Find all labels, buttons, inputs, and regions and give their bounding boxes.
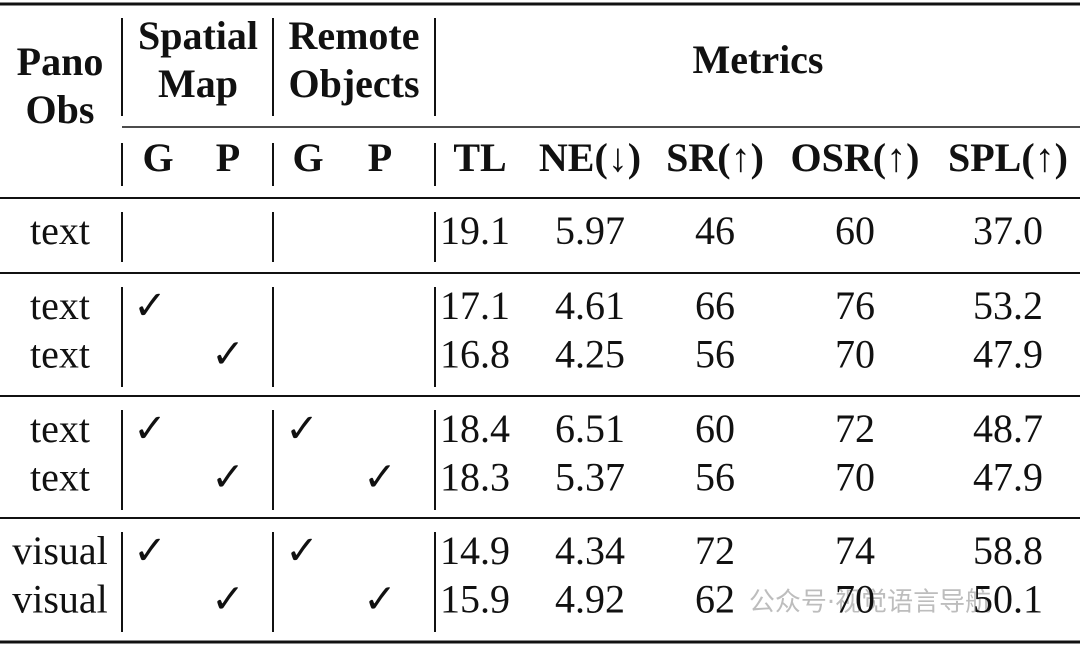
obs-cell: text bbox=[30, 332, 90, 377]
check-cell: ✓ bbox=[211, 332, 245, 377]
metric-cell: 46 bbox=[695, 208, 735, 253]
obs-cell: text bbox=[30, 208, 90, 253]
metric-cell: 37.0 bbox=[973, 208, 1043, 253]
metric-cell: 18.4 bbox=[440, 406, 510, 451]
subheader-cell: G bbox=[292, 135, 323, 180]
header-cell: Objects bbox=[288, 61, 419, 106]
watermark: 公众号·视觉语言导航 bbox=[749, 588, 991, 618]
obs-cell: text bbox=[30, 406, 90, 451]
metric-cell: 47.9 bbox=[973, 332, 1043, 377]
check-cell: ✓ bbox=[133, 283, 167, 328]
metric-cell: 48.7 bbox=[973, 406, 1043, 451]
check-cell: ✓ bbox=[285, 528, 319, 573]
metric-cell: 6.51 bbox=[555, 406, 625, 451]
header-cell: Metrics bbox=[692, 37, 823, 82]
check-cell: ✓ bbox=[285, 406, 319, 451]
metric-cell: 5.97 bbox=[555, 208, 625, 253]
check-cell: ✓ bbox=[211, 577, 245, 622]
subheader-cell: SR(↑) bbox=[666, 135, 764, 180]
metric-cell: 70 bbox=[835, 577, 875, 622]
metric-cell: 19.1 bbox=[440, 208, 510, 253]
obs-cell: text bbox=[30, 455, 90, 500]
metric-cell: 4.61 bbox=[555, 283, 625, 328]
metric-cell: 76 bbox=[835, 283, 875, 328]
metric-cell: 56 bbox=[695, 332, 735, 377]
metric-cell: 4.34 bbox=[555, 528, 625, 573]
metric-cell: 14.9 bbox=[440, 528, 510, 573]
metric-cell: 53.2 bbox=[973, 283, 1043, 328]
metric-cell: 16.8 bbox=[440, 332, 510, 377]
header-cell: Pano bbox=[17, 39, 104, 84]
metric-cell: 70 bbox=[835, 455, 875, 500]
metric-cell: 5.37 bbox=[555, 455, 625, 500]
obs-cell: text bbox=[30, 283, 90, 328]
metric-cell: 4.92 bbox=[555, 577, 625, 622]
obs-cell: visual bbox=[12, 577, 108, 622]
check-cell: ✓ bbox=[133, 406, 167, 451]
metric-cell: 18.3 bbox=[440, 455, 510, 500]
subheader-cell: P bbox=[216, 135, 240, 180]
metric-cell: 58.8 bbox=[973, 528, 1043, 573]
subheader-cell: TL bbox=[453, 135, 506, 180]
subheader-cell: OSR(↑) bbox=[791, 135, 920, 180]
metric-cell: 74 bbox=[835, 528, 875, 573]
metric-cell: 70 bbox=[835, 332, 875, 377]
subheader-cell: G bbox=[142, 135, 173, 180]
header-cell: Spatial bbox=[138, 13, 258, 58]
check-cell: ✓ bbox=[133, 528, 167, 573]
subheader-cell: SPL(↑) bbox=[948, 135, 1068, 180]
metric-cell: 56 bbox=[695, 455, 735, 500]
metric-cell: 47.9 bbox=[973, 455, 1043, 500]
metric-cell: 50.1 bbox=[973, 577, 1043, 622]
metric-cell: 4.25 bbox=[555, 332, 625, 377]
subheader-cell: NE(↓) bbox=[539, 135, 641, 180]
metric-cell: 15.9 bbox=[440, 577, 510, 622]
metric-cell: 66 bbox=[695, 283, 735, 328]
obs-cell: visual bbox=[12, 528, 108, 573]
metric-cell: 72 bbox=[695, 528, 735, 573]
metric-cell: 60 bbox=[695, 406, 735, 451]
metric-cell: 62 bbox=[695, 577, 735, 622]
metric-cell: 17.1 bbox=[440, 283, 510, 328]
metric-cell: 60 bbox=[835, 208, 875, 253]
metric-cell: 72 bbox=[835, 406, 875, 451]
check-cell: ✓ bbox=[363, 577, 397, 622]
check-cell: ✓ bbox=[363, 455, 397, 500]
check-cell: ✓ bbox=[211, 455, 245, 500]
header-cell: Map bbox=[158, 61, 238, 106]
header-cell: Remote bbox=[288, 13, 419, 58]
subheader-cell: P bbox=[368, 135, 392, 180]
header-cell: Obs bbox=[26, 87, 95, 132]
